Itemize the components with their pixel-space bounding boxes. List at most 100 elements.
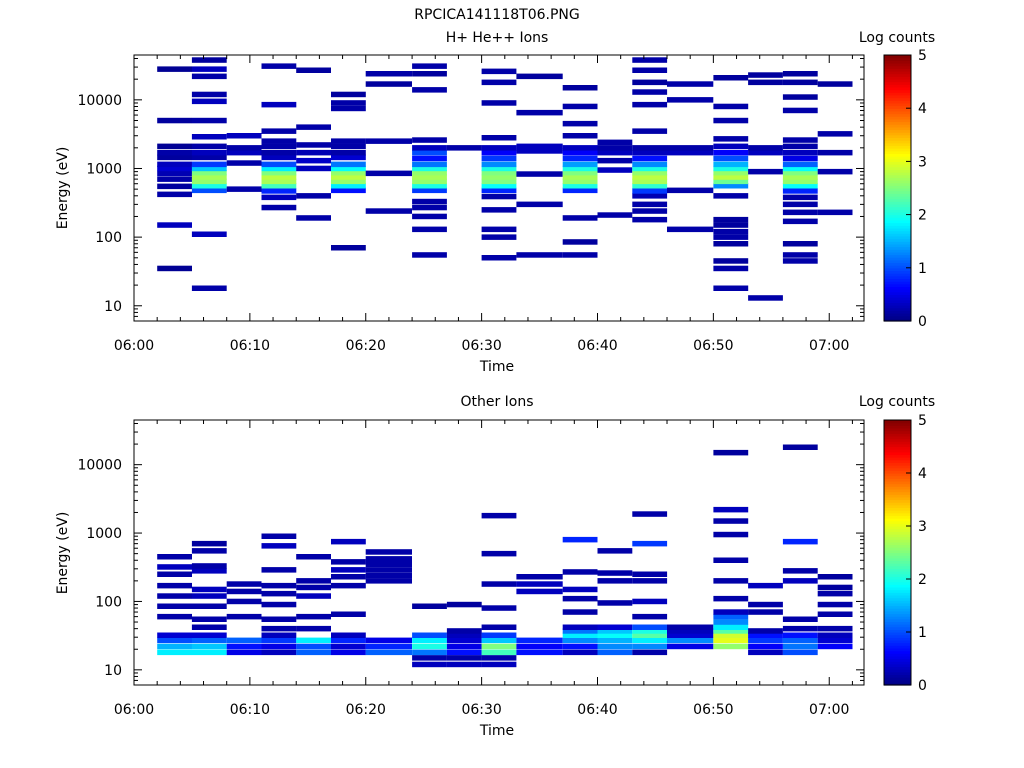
- colorbar-segment: [884, 581, 911, 585]
- heatmap-cell: [261, 161, 297, 168]
- colorbar-segment: [884, 60, 911, 64]
- heatmap-cell: [516, 588, 563, 595]
- heatmap-cell: [597, 637, 633, 644]
- colorbar-segment: [884, 132, 911, 136]
- colorbar-segment: [884, 528, 911, 532]
- heatmap-cell: [191, 563, 227, 569]
- y-tick-label: 10: [104, 299, 122, 315]
- heatmap-cell: [446, 632, 482, 638]
- heatmap-cell: [516, 201, 563, 208]
- heatmap-cell: [191, 143, 227, 150]
- colorbar-segment: [884, 557, 911, 562]
- heatmap-cell: [296, 124, 331, 130]
- heatmap-cell: [481, 512, 517, 519]
- heatmap-cell: [226, 160, 262, 166]
- heatmap-cell: [782, 79, 818, 86]
- heatmap-cell: [632, 613, 668, 620]
- colorbar-segment: [884, 70, 911, 75]
- heatmap-cell: [562, 149, 598, 156]
- heatmap-cell: [191, 149, 227, 156]
- heatmap-cell: [412, 145, 447, 151]
- heatmap-cell: [817, 625, 853, 632]
- colorbar-segment: [884, 624, 911, 628]
- heatmap-cell: [261, 601, 297, 608]
- colorbar-segment: [884, 441, 911, 445]
- heatmap-cell: [748, 295, 783, 301]
- heatmap-cell: [157, 170, 192, 177]
- heatmap-cell: [713, 75, 749, 81]
- colorbar-tick-label: 2: [918, 208, 927, 224]
- heatmap-cell: [667, 81, 714, 87]
- colorbar-segment: [884, 97, 911, 101]
- heatmap-cell: [481, 655, 517, 661]
- colorbar-segment: [884, 169, 911, 173]
- heatmap-cell: [597, 149, 633, 156]
- heatmap-cell: [191, 616, 227, 622]
- x-tick-label: 06:00: [114, 702, 154, 718]
- heatmap-cell: [481, 605, 517, 611]
- x-tick-label: 06:30: [461, 702, 501, 718]
- heatmap-cell: [667, 187, 714, 194]
- heatmap-cell: [713, 624, 749, 630]
- heatmap-cell: [713, 161, 749, 168]
- heatmap-cell: [412, 87, 447, 93]
- heatmap-cell: [562, 85, 598, 91]
- heatmap-cell: [562, 569, 598, 575]
- heatmap-cell: [562, 252, 598, 258]
- heatmap-cell: [817, 81, 853, 87]
- heatmap-cell: [412, 155, 447, 162]
- colorbar-segment: [884, 531, 911, 535]
- heatmap-cell: [632, 161, 668, 168]
- heatmap-cell: [562, 628, 598, 634]
- heatmap-cell: [191, 632, 227, 638]
- heatmap-cell: [597, 212, 633, 218]
- colorbar-segment: [884, 563, 911, 567]
- heatmap-cell: [191, 593, 227, 599]
- heatmap-cell: [261, 169, 297, 176]
- heatmap-cell: [481, 661, 517, 668]
- heatmap-cell: [782, 161, 818, 168]
- heatmap-cell: [782, 241, 818, 247]
- colorbar-segment: [884, 488, 911, 493]
- heatmap-cell: [782, 632, 818, 638]
- heatmap-cell: [331, 245, 366, 251]
- colorbar-segment: [884, 435, 911, 440]
- heatmap-cell: [331, 138, 366, 144]
- heatmap-cell: [516, 148, 563, 154]
- axes-frame: 06:00 06:10 06:20 06:30 06:40 06:50 07:00 10 100…: [77, 419, 865, 718]
- heatmap-cell: [713, 613, 749, 620]
- heatmap-cell: [191, 624, 227, 630]
- colorbar-segment: [884, 243, 911, 248]
- heatmap-cell: [331, 559, 366, 565]
- colorbar-segment: [884, 459, 911, 463]
- heatmap-cell: [782, 444, 818, 450]
- heatmap-cell: [296, 554, 331, 560]
- heatmap-cell: [562, 103, 598, 110]
- colorbar-segment: [884, 650, 911, 654]
- heatmap-cell: [365, 649, 412, 656]
- heatmap-cell: [331, 178, 366, 185]
- heatmap-cell: [782, 71, 818, 77]
- heatmap-cell: [157, 149, 192, 156]
- colorbar-segment: [884, 451, 911, 456]
- heatmap-cell: [412, 637, 447, 644]
- colorbar-segment: [884, 116, 911, 120]
- panel-h-he-ions: H+ He++ Ions Time Energy (eV) Log counts…: [55, 30, 935, 375]
- heatmap-cell: [632, 201, 668, 208]
- heatmap-cell: [597, 632, 633, 638]
- colorbar-segment: [884, 658, 911, 662]
- heatmap-cell: [157, 161, 192, 168]
- heatmap-cells: [157, 57, 853, 301]
- x-tick-label: 06:00: [114, 338, 154, 354]
- colorbar-segment: [884, 161, 911, 165]
- heatmap-cell: [412, 643, 447, 650]
- heatmap-cell: [713, 595, 749, 602]
- colorbar-tick-label: 4: [918, 101, 927, 117]
- heatmap-cell: [412, 632, 447, 638]
- heatmap-cell: [562, 145, 598, 151]
- colorbar-tick-label: 0: [918, 678, 927, 694]
- colorbar-segment: [884, 661, 911, 665]
- colorbar-segment: [884, 291, 911, 295]
- colorbar-segment: [884, 307, 911, 311]
- colorbar-segment: [884, 467, 911, 471]
